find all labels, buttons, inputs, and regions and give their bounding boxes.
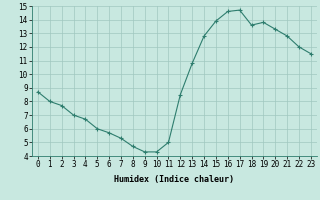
X-axis label: Humidex (Indice chaleur): Humidex (Indice chaleur) — [115, 175, 234, 184]
